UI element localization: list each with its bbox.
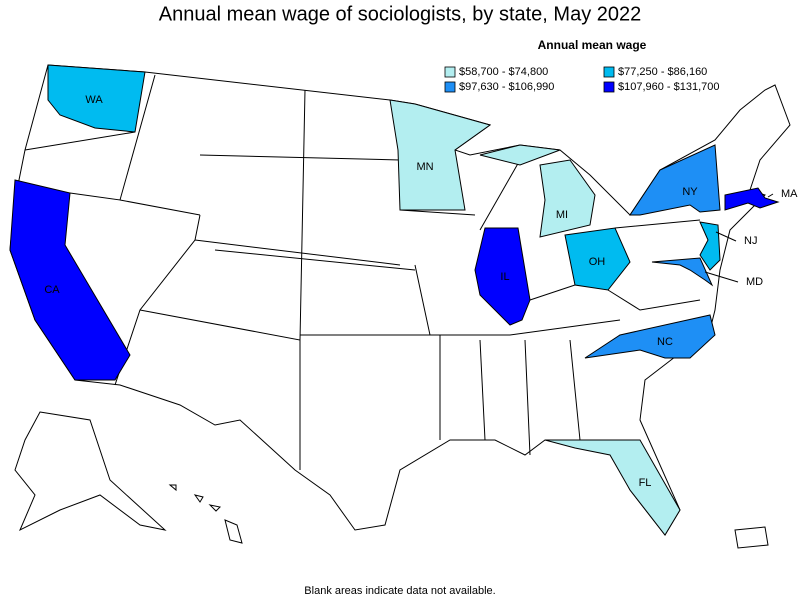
state-label: NC xyxy=(657,336,673,348)
state-shape xyxy=(9,179,131,381)
state-label: WA xyxy=(85,94,103,106)
state-shape xyxy=(584,314,716,359)
state-label: MD xyxy=(746,276,763,288)
state-label: OH xyxy=(589,256,606,268)
legend-swatch xyxy=(603,66,615,78)
legend-label: $97,630 - $106,990 xyxy=(459,81,554,93)
state-label: MI xyxy=(556,209,568,221)
state-shape xyxy=(699,221,721,271)
state-label: CA xyxy=(44,284,60,296)
state-shape xyxy=(629,144,721,216)
legend-label: $107,960 - $131,700 xyxy=(618,81,720,93)
state-shape xyxy=(724,187,780,211)
state-label: MA xyxy=(781,188,798,200)
legend-title: Annual mean wage xyxy=(538,38,647,52)
state-shape xyxy=(651,257,714,287)
puerto-rico xyxy=(734,526,769,549)
footnote: Blank areas indicate data not available. xyxy=(304,585,495,597)
state-borders xyxy=(24,74,701,470)
state-shape xyxy=(564,227,631,291)
state-label: NJ xyxy=(744,235,757,247)
state-shape xyxy=(47,64,146,133)
state-label: MN xyxy=(416,161,433,173)
legend-swatch xyxy=(444,81,456,93)
leader-line xyxy=(767,193,774,198)
legend-label: $77,250 - $86,160 xyxy=(618,66,707,78)
state-label: FL xyxy=(639,477,652,489)
map-title: Annual mean wage of sociologists, by sta… xyxy=(159,3,642,25)
us-outline xyxy=(9,64,791,536)
legend-swatch xyxy=(603,81,615,93)
hawaii xyxy=(168,484,243,544)
leader-line xyxy=(704,271,739,283)
legend-label: $58,700 - $74,800 xyxy=(459,66,548,78)
state-shape xyxy=(479,144,561,166)
legend: $58,700 - $74,800 $77,250 - $86,160 $97,63… xyxy=(444,66,720,93)
state-shape xyxy=(539,159,596,238)
legend-swatch xyxy=(444,66,456,78)
state-label: NY xyxy=(682,186,698,198)
state-label: IL xyxy=(500,271,509,283)
leader-line xyxy=(715,231,737,242)
state-shape xyxy=(389,99,492,211)
colored-states: MN MI FL WA OH NJ NY NC MD CA IL MA xyxy=(9,64,798,536)
state-shape xyxy=(474,227,531,326)
base-map xyxy=(9,64,791,549)
state-shape xyxy=(544,439,681,536)
alaska xyxy=(14,411,167,532)
